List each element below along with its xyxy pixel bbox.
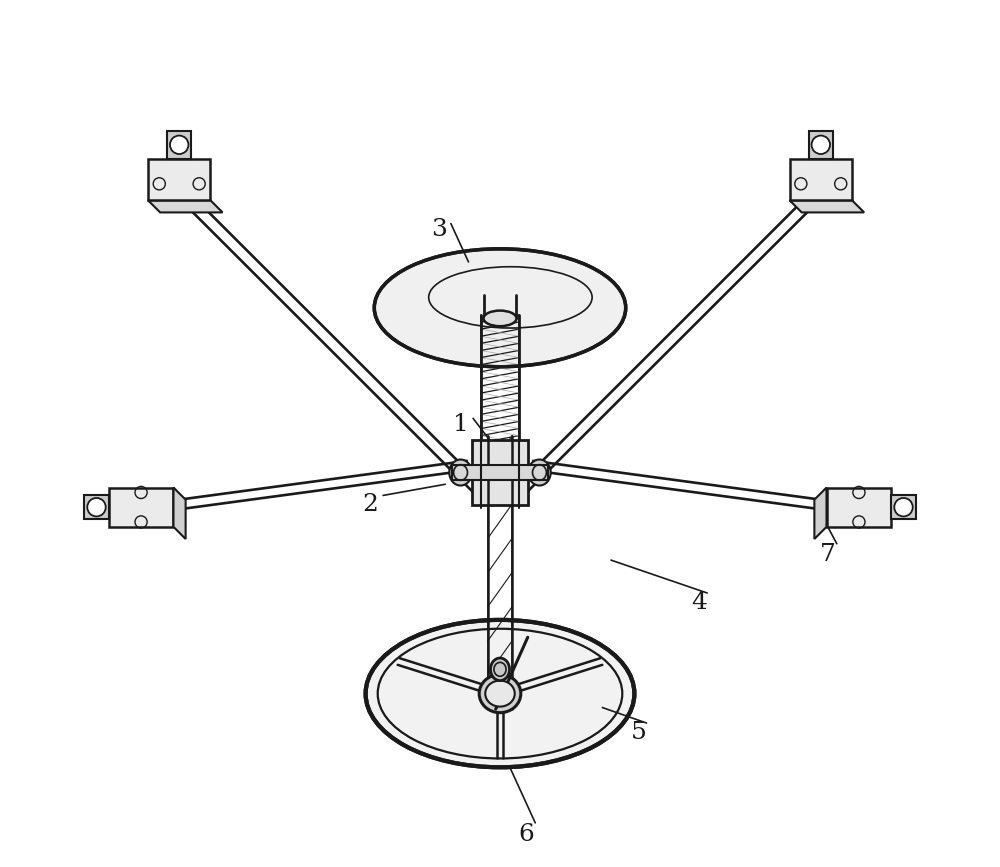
Ellipse shape (374, 249, 626, 367)
Ellipse shape (449, 460, 472, 486)
Ellipse shape (812, 135, 830, 154)
Polygon shape (809, 131, 833, 159)
Ellipse shape (479, 675, 521, 713)
Ellipse shape (485, 681, 515, 707)
Polygon shape (109, 487, 173, 527)
Text: 6: 6 (518, 823, 534, 845)
Polygon shape (173, 487, 186, 539)
Ellipse shape (484, 310, 516, 326)
Polygon shape (891, 495, 916, 519)
Ellipse shape (366, 620, 634, 767)
Text: 3: 3 (431, 218, 447, 241)
Ellipse shape (87, 498, 106, 517)
Polygon shape (148, 159, 210, 200)
FancyBboxPatch shape (452, 465, 548, 480)
Text: 5: 5 (631, 721, 647, 744)
Text: 1: 1 (453, 414, 469, 436)
FancyBboxPatch shape (472, 440, 528, 505)
Polygon shape (167, 131, 191, 159)
Polygon shape (790, 159, 852, 200)
Text: 2: 2 (362, 493, 378, 516)
Text: 4: 4 (691, 591, 707, 614)
Ellipse shape (170, 135, 188, 154)
Text: 7: 7 (820, 544, 836, 566)
Ellipse shape (894, 498, 913, 517)
Polygon shape (84, 495, 109, 519)
Ellipse shape (490, 658, 510, 681)
Polygon shape (148, 200, 223, 212)
Ellipse shape (528, 460, 551, 486)
Polygon shape (827, 487, 891, 527)
Polygon shape (814, 487, 827, 539)
Polygon shape (790, 200, 864, 212)
